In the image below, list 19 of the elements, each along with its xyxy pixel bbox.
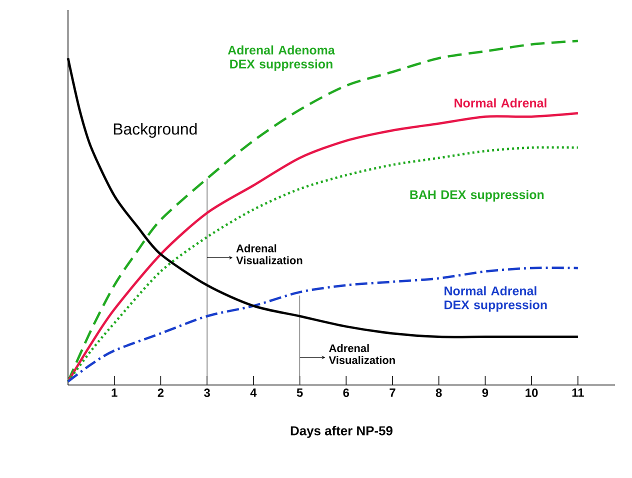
x-tick-label: 1 (112, 388, 118, 397)
x-tick-label: 3 (204, 388, 210, 398)
series-label: Adrenal Adenoma DEX suppression (228, 45, 335, 71)
x-tick-label: 8 (436, 388, 442, 397)
series-label: Normal Adrenal DEX suppression (444, 286, 547, 312)
ref-line-label: Adrenal Visualization (236, 244, 302, 264)
x-tick-label: 4 (250, 388, 257, 397)
x-tick-label: 11 (572, 388, 584, 397)
series-label: Normal Adrenal (454, 98, 546, 108)
x-tick-label: 9 (482, 388, 488, 397)
x-tick-label: 2 (158, 388, 164, 397)
series-label: Background (114, 122, 197, 138)
ref-line-label: Adrenal Visualization (328, 344, 395, 364)
x-tick-label: 5 (296, 388, 303, 397)
text: BAH DEX suppression (410, 190, 544, 202)
x-tick-label: 7 (390, 388, 396, 397)
x-tick-label: 6 (343, 388, 350, 397)
x-tick-label: 10 (526, 388, 538, 397)
x-axis-title: Days after NP-59 (290, 426, 392, 438)
